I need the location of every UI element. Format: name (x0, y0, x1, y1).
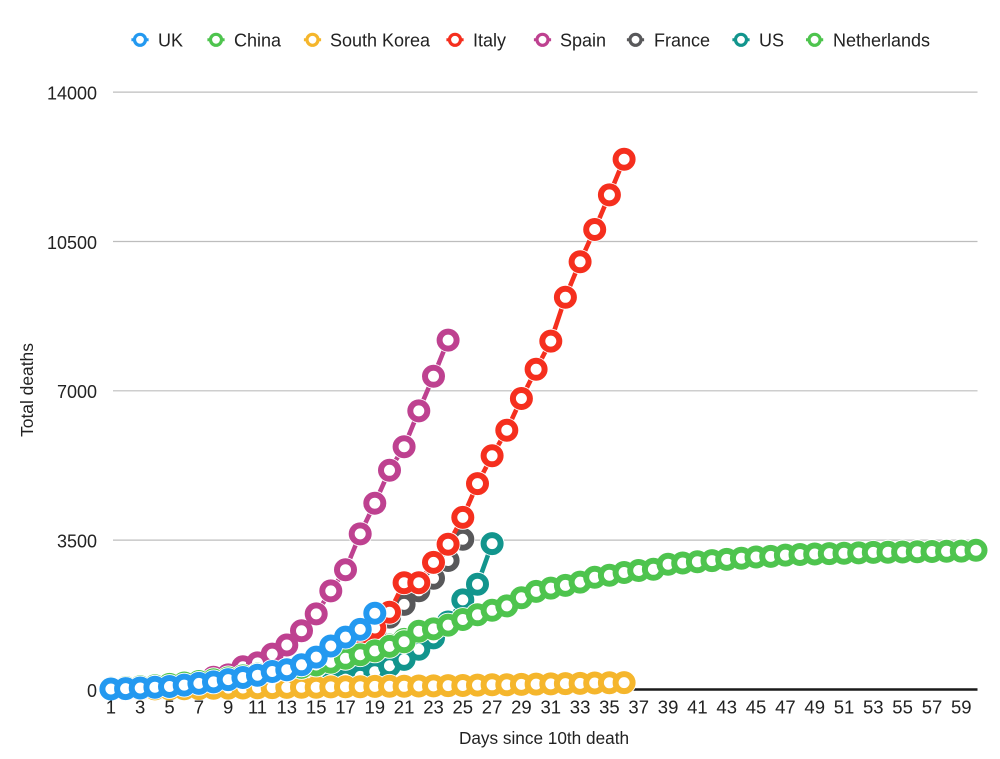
svg-text:14000: 14000 (47, 83, 97, 103)
svg-text:Italy: Italy (473, 30, 506, 50)
svg-text:27: 27 (482, 697, 503, 718)
svg-text:13: 13 (277, 697, 298, 718)
svg-text:49: 49 (804, 697, 825, 718)
svg-text:41: 41 (687, 697, 708, 718)
svg-text:Netherlands: Netherlands (833, 30, 930, 50)
svg-text:Days since 10th death: Days since 10th death (459, 728, 629, 748)
svg-text:37: 37 (628, 697, 649, 718)
svg-text:11: 11 (248, 697, 267, 718)
svg-text:3: 3 (135, 697, 145, 718)
svg-text:9: 9 (223, 697, 233, 718)
svg-text:UK: UK (158, 30, 183, 50)
svg-text:15: 15 (306, 697, 327, 718)
svg-text:25: 25 (453, 697, 474, 718)
svg-text:55: 55 (892, 697, 913, 718)
svg-text:3500: 3500 (57, 531, 97, 551)
svg-text:29: 29 (511, 697, 532, 718)
svg-text:43: 43 (716, 697, 737, 718)
svg-text:47: 47 (775, 697, 796, 718)
svg-text:0: 0 (87, 681, 97, 701)
svg-text:45: 45 (746, 697, 767, 718)
svg-text:South Korea: South Korea (330, 30, 431, 50)
svg-text:19: 19 (365, 697, 386, 718)
svg-text:France: France (654, 30, 710, 50)
svg-text:7000: 7000 (57, 382, 97, 402)
svg-text:53: 53 (863, 697, 884, 718)
svg-text:57: 57 (922, 697, 943, 718)
svg-text:51: 51 (834, 697, 855, 718)
svg-text:US: US (759, 30, 784, 50)
svg-text:17: 17 (335, 697, 356, 718)
svg-text:59: 59 (951, 697, 972, 718)
svg-text:5: 5 (164, 697, 174, 718)
svg-text:Spain: Spain (560, 30, 606, 50)
svg-text:23: 23 (423, 697, 444, 718)
svg-text:21: 21 (394, 697, 415, 718)
svg-text:33: 33 (570, 697, 591, 718)
svg-text:35: 35 (599, 697, 620, 718)
svg-text:31: 31 (541, 697, 562, 718)
svg-text:10500: 10500 (47, 233, 97, 253)
svg-text:1: 1 (106, 697, 116, 718)
svg-text:China: China (234, 30, 282, 50)
svg-text:7: 7 (194, 697, 204, 718)
svg-text:Total deaths: Total deaths (17, 343, 37, 437)
svg-text:39: 39 (658, 697, 679, 718)
